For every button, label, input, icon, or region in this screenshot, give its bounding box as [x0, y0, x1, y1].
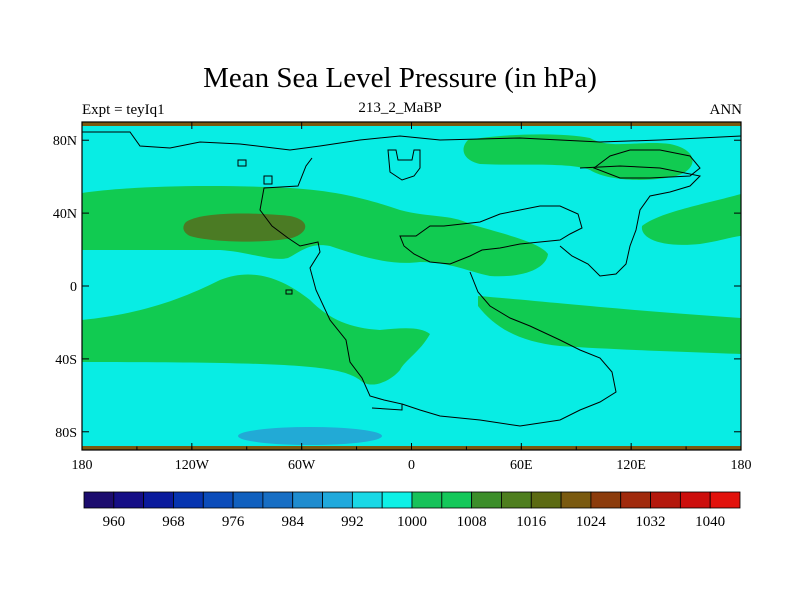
colorbar-swatch: [560, 491, 592, 509]
x-tick-label: 0: [408, 458, 415, 473]
coastlines: [82, 131, 741, 427]
colorbar-swatch: [351, 491, 383, 509]
colorbar-label: 960: [103, 514, 126, 530]
colorbar-label: 984: [281, 514, 304, 530]
chart-title: Mean Sea Level Pressure (in hPa): [203, 62, 597, 94]
y-tick-label: 80S: [55, 426, 77, 441]
colorbar-swatch: [381, 491, 413, 509]
map-plot-area: [82, 122, 741, 450]
colorbar: 960 968 976 984 992 1000 1008 1016 1024 1032 1040: [83, 491, 741, 530]
coastline-pacific-islet-a: [237, 159, 247, 167]
colorbar-swatch: [709, 491, 741, 509]
colorbar-swatch: [441, 491, 473, 509]
colorbar-swatch: [83, 491, 115, 509]
colorbar-swatch: [590, 491, 622, 509]
colorbar-swatch: [650, 491, 681, 509]
colorbar-label: 1040: [695, 514, 725, 530]
region-southern-subtropical-high: [82, 274, 430, 385]
x-tick-label: 180: [731, 458, 752, 473]
map-axes: 180 120W 60W 0 60E 120E 180 80N 40N 0 40S 80S: [53, 122, 752, 473]
coastline-arctic-islands: [592, 149, 701, 179]
y-tick-label: 40N: [53, 207, 77, 222]
colorbar-swatch: [202, 491, 234, 509]
y-tick-label: 80N: [53, 134, 77, 149]
colorbar-swatch: [113, 491, 145, 509]
colorbar-swatch: [262, 491, 294, 509]
y-tick-label: 0: [70, 280, 77, 295]
colorbar-swatch: [232, 491, 264, 509]
coastline-africa-east: [401, 271, 617, 427]
region-southern-subtropical-high-east: [478, 296, 741, 354]
region-northern-subtropical-high-east: [641, 194, 741, 245]
x-tick-label: 120W: [175, 458, 210, 473]
colorbar-swatch: [143, 491, 174, 509]
region-arctic-high: [463, 134, 693, 180]
coastline-eurasia: [399, 205, 583, 265]
experiment-label: Expt = teyIq1: [82, 102, 165, 118]
region-north-pacific-high-core: [183, 213, 306, 242]
colorbar-label: 1008: [457, 514, 487, 530]
x-tick-label: 120E: [616, 458, 646, 473]
chart-subtitle: 213_2_MaBP: [358, 100, 442, 116]
colorbar-label: 968: [162, 514, 185, 530]
x-tick-label: 60W: [288, 458, 316, 473]
colorbar-label: 992: [341, 514, 364, 530]
colorbar-swatch: [471, 491, 502, 509]
coastline-north-polar: [82, 131, 741, 151]
coastline-asia-east: [559, 165, 702, 277]
region-northern-subtropical-high: [82, 185, 548, 277]
colorbar-swatch: [501, 491, 532, 509]
colorbar-swatch: [411, 491, 443, 509]
colorbar-swatch: [530, 491, 562, 509]
colorbar-swatch: [322, 491, 353, 509]
x-tick-label: 60E: [510, 458, 533, 473]
colorbar-label: 976: [222, 514, 245, 530]
coastline-americas: [259, 157, 403, 411]
colorbar-label: 1000: [397, 514, 427, 530]
colorbar-swatch: [679, 491, 711, 509]
colorbar-swatch: [292, 491, 323, 509]
coastline-small-island: [285, 289, 293, 295]
y-tick-label: 40S: [55, 353, 77, 368]
colorbar-label: 1032: [636, 514, 666, 530]
region-antarctic-low: [238, 427, 382, 445]
x-tick-label: 180: [72, 458, 93, 473]
colorbar-swatch: [620, 491, 651, 509]
colorbar-label: 1016: [516, 514, 547, 530]
colorbar-label: 1024: [576, 514, 607, 530]
season-label: ANN: [709, 102, 743, 118]
coastline-pacific-islet-b: [263, 175, 273, 185]
colorbar-swatch: [173, 491, 204, 509]
coastline-greenland: [387, 149, 421, 181]
